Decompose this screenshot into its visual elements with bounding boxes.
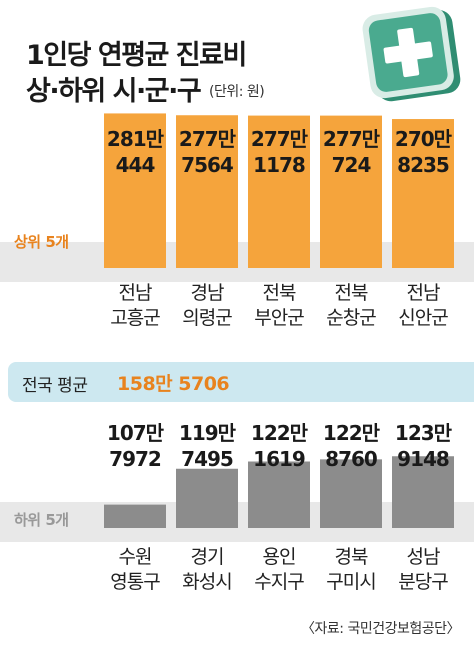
value-label-line: 277만 — [178, 127, 236, 151]
region-label-line: 수원 — [118, 546, 153, 568]
value-label-line: 122만 — [322, 421, 380, 445]
value-label-line: 277만 — [250, 127, 308, 151]
top-bar-value-label-3: 277만 1178 — [248, 126, 310, 178]
value-label-line: 123만 — [394, 421, 452, 445]
bottom-bar-value-label-5: 123만 9148 — [392, 420, 454, 472]
bottom-bar-value-label-3: 122만 1619 — [248, 420, 310, 472]
bottom-bar-value-label-4: 122만 8760 — [320, 420, 382, 472]
chart-title-line2: 상·하위 시·군·구 — [26, 76, 202, 107]
value-label-line: 7495 — [181, 447, 234, 471]
value-label-line: 724 — [331, 153, 372, 177]
region-label-line: 순창군 — [326, 307, 376, 329]
bottom-bar-4 — [320, 459, 382, 528]
value-label-line: 107만 — [106, 421, 164, 445]
region-label-line: 전북 — [334, 282, 369, 304]
region-label-line: 고흥군 — [110, 307, 160, 329]
chart-title-line1: 1인당 연평균 진료비 — [26, 40, 247, 71]
region-label-line: 전남 — [118, 282, 153, 304]
bottom-group-label: 하위 5개 — [14, 511, 69, 529]
region-label-line: 부안군 — [254, 307, 304, 329]
value-label-line: 7564 — [181, 153, 234, 177]
value-label-line: 8235 — [397, 153, 450, 177]
value-label-line: 1619 — [253, 447, 306, 471]
national-average-band — [8, 362, 474, 402]
value-label-line: 1178 — [253, 153, 306, 177]
top-bar-value-label-4: 277만 724 — [320, 126, 382, 178]
value-label-line: 281만 — [106, 127, 164, 151]
national-average-value: 158만 5706 — [117, 373, 230, 395]
region-label-line: 경기 — [190, 546, 225, 568]
region-label-line: 전남 — [406, 282, 441, 304]
top-bar-2 — [176, 115, 238, 268]
value-label-line: 444 — [115, 153, 156, 177]
value-label-line: 8760 — [325, 447, 378, 471]
unit-note: (단위: 원) — [209, 84, 265, 100]
top-bar-1 — [104, 113, 166, 268]
medical-cross-icon — [362, 6, 461, 102]
region-label-line: 수지구 — [254, 571, 304, 593]
top-bar-value-label-1: 281만 444 — [104, 126, 166, 178]
top-bar-5 — [392, 119, 454, 268]
top-bar-value-label-2: 277만 7564 — [176, 126, 238, 178]
bottom-bar-value-label-1: 107만 7972 — [104, 420, 166, 472]
bottom-bar-value-label-2: 119만 7495 — [176, 420, 238, 472]
top-bar-4 — [320, 115, 382, 269]
bottom-bar-2 — [176, 468, 238, 528]
region-label-line: 영통구 — [110, 571, 160, 593]
value-label-line: 9148 — [397, 447, 450, 471]
value-label-line: 277만 — [322, 127, 380, 151]
source-note: 〈자료: 국민건강보험공단〉 — [301, 621, 460, 637]
top-bar-value-label-5: 270만 8235 — [392, 126, 454, 178]
value-label-line: 270만 — [394, 127, 452, 151]
region-label-line: 성남 — [406, 546, 441, 568]
region-label-line: 분당구 — [398, 571, 448, 593]
region-label-line: 경남 — [190, 282, 225, 304]
national-average-label: 전국 평균 — [22, 376, 88, 396]
bottom-bar-3 — [248, 461, 310, 528]
region-label-line: 경북 — [334, 546, 369, 568]
bottom-bar-1 — [104, 504, 166, 528]
region-label-line: 신안군 — [398, 307, 448, 329]
region-label-line: 용인 — [262, 546, 297, 568]
value-label-line: 7972 — [109, 447, 162, 471]
top-bar-3 — [248, 115, 310, 269]
top-group-label: 상위 5개 — [14, 233, 69, 251]
value-label-line: 122만 — [250, 421, 308, 445]
bottom-bar-5 — [392, 456, 454, 528]
region-label-line: 의령군 — [182, 307, 232, 329]
region-label-line: 화성시 — [182, 571, 232, 593]
region-label-line: 전북 — [262, 282, 297, 304]
region-label-line: 구미시 — [326, 571, 376, 593]
value-label-line: 119만 — [178, 421, 236, 445]
